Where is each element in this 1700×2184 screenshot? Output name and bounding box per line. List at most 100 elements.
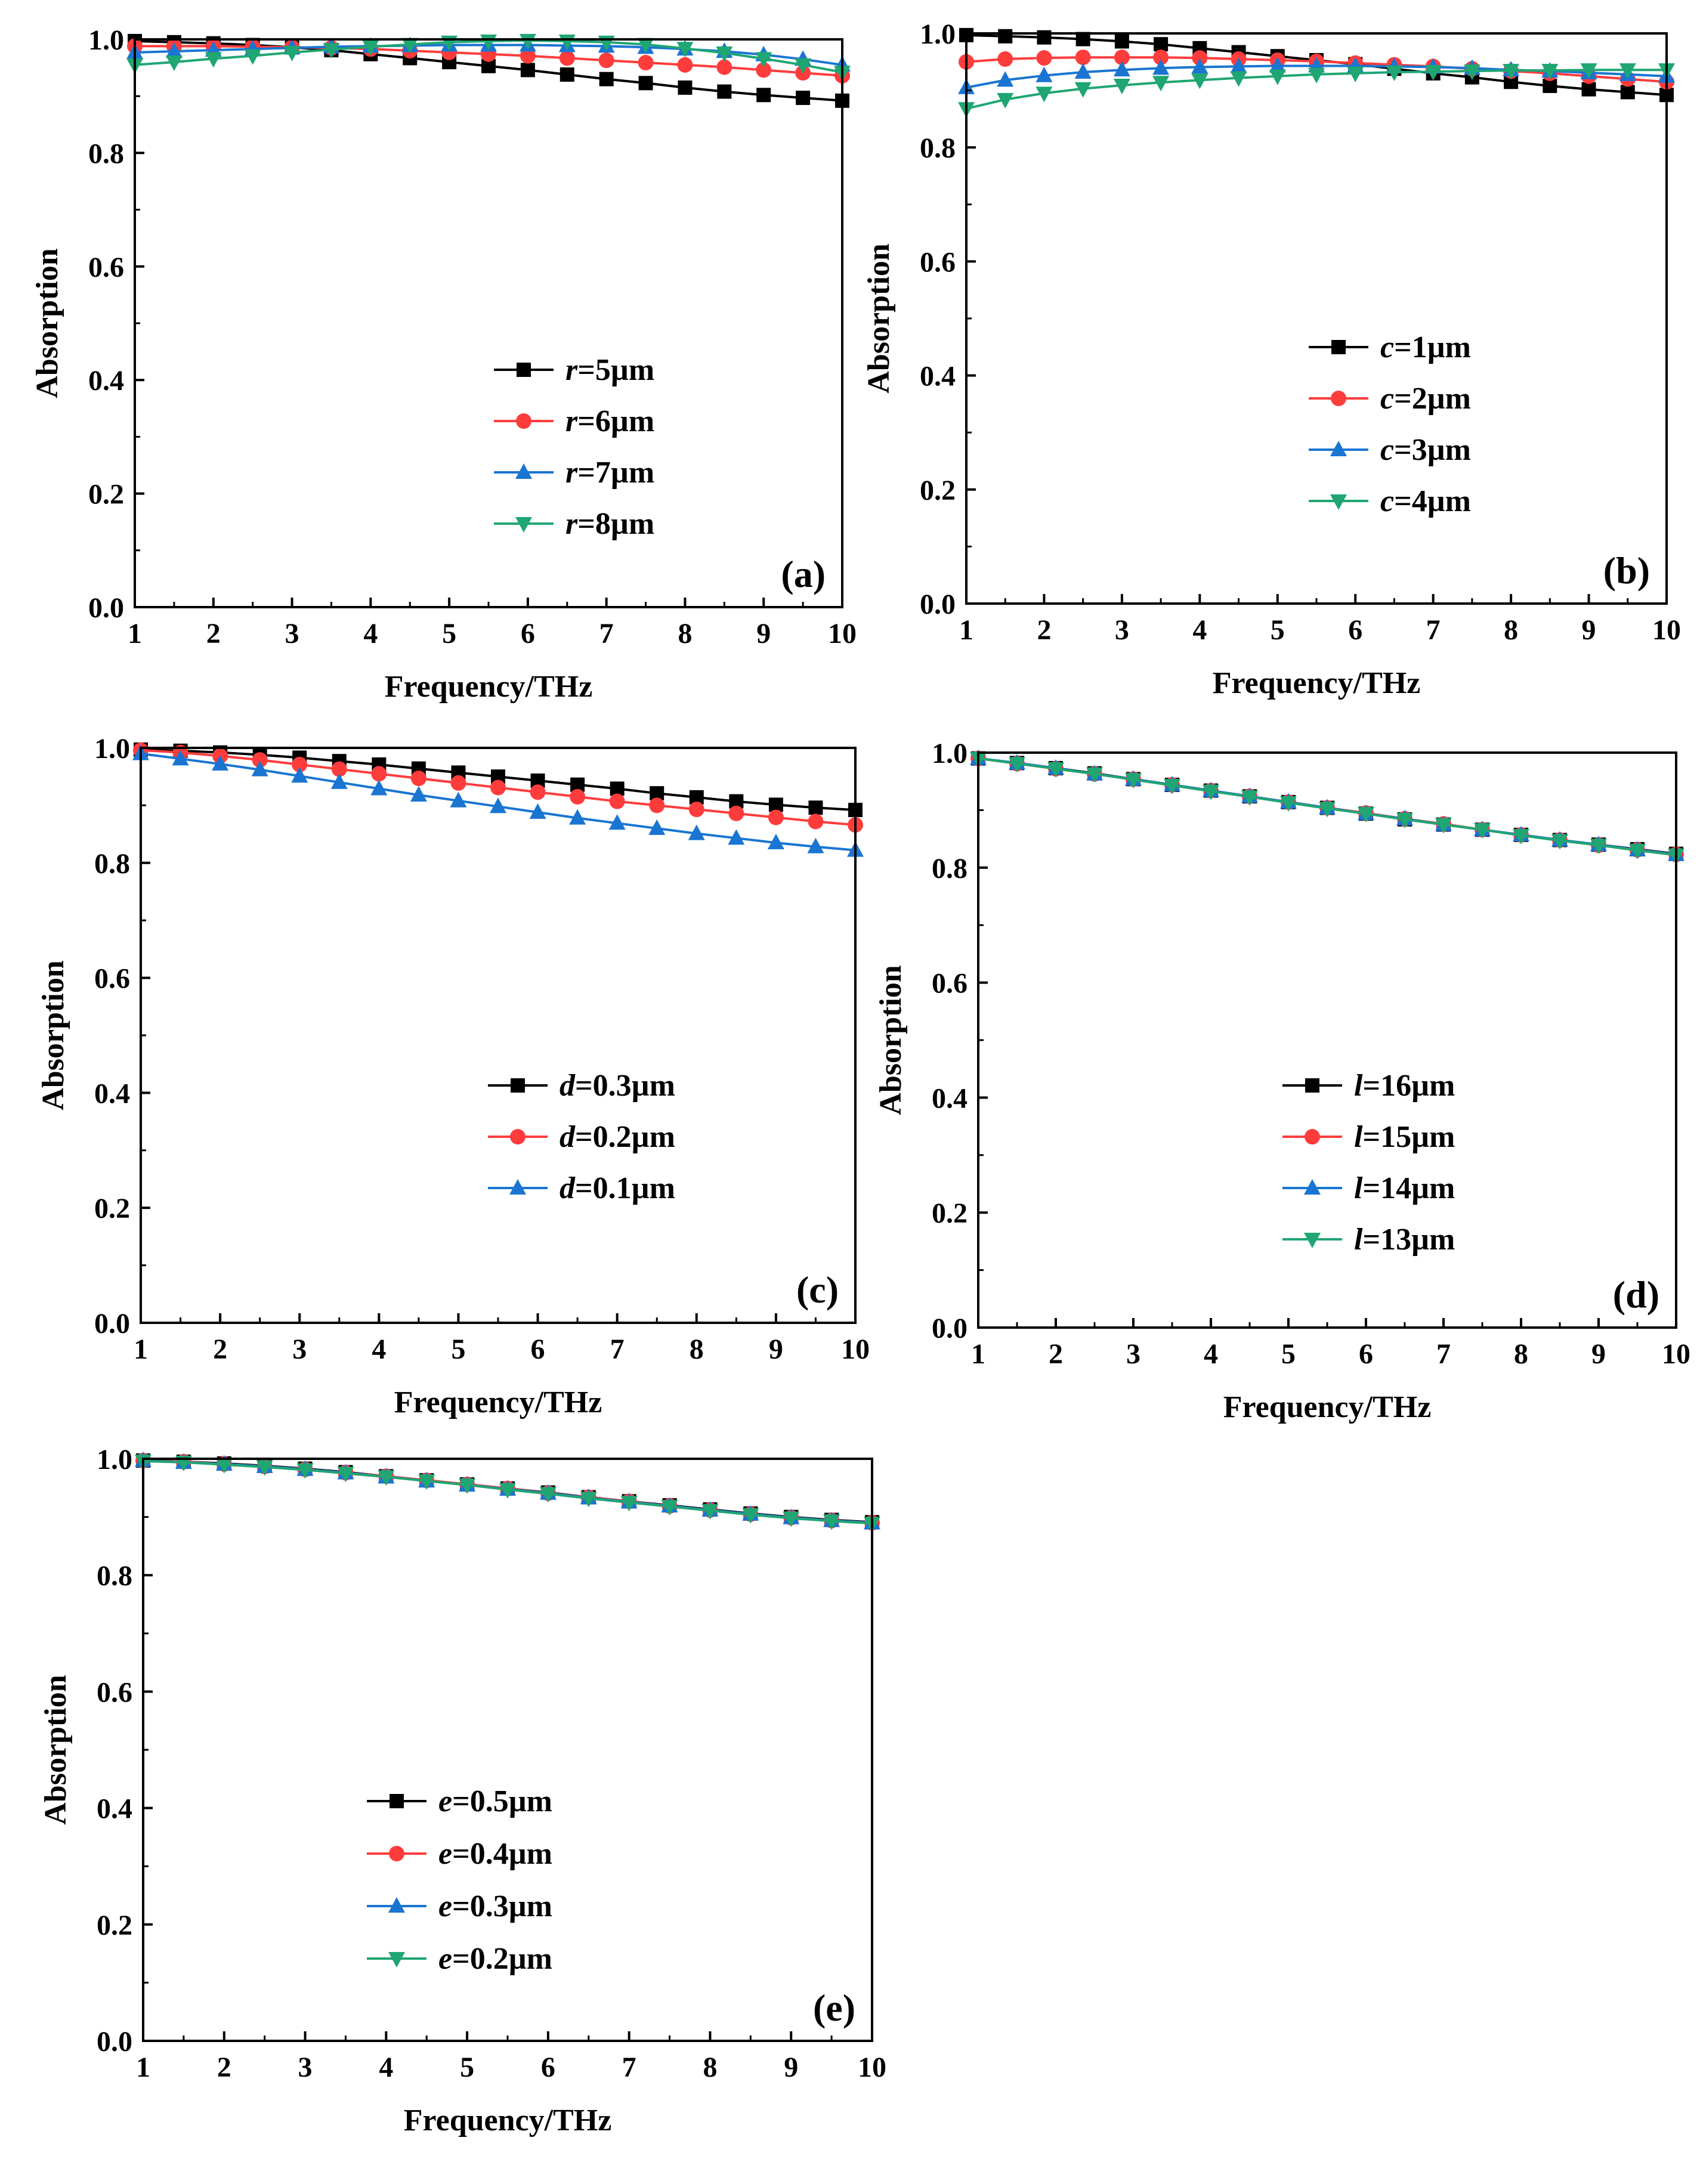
y-tick-label: 0.6 xyxy=(97,1676,132,1708)
legend-value: =6µm xyxy=(577,404,654,438)
legend-label: r=8µm xyxy=(565,507,654,541)
plot-area xyxy=(132,742,864,857)
legend-label: d=0.1µm xyxy=(560,1171,675,1205)
data-point xyxy=(1191,73,1208,89)
data-point xyxy=(608,814,626,830)
y-axis-title: Absorption xyxy=(39,1675,73,1824)
data-point xyxy=(1386,66,1403,82)
data-point xyxy=(677,57,693,73)
data-point xyxy=(519,33,536,50)
data-point xyxy=(401,38,419,54)
x-tick-label: 2 xyxy=(1049,1338,1063,1370)
legend-label: e=0.3µm xyxy=(438,1889,552,1923)
legend-item: e=0.2µm xyxy=(367,1942,552,1976)
y-tick-label: 0.0 xyxy=(94,1308,130,1340)
data-point xyxy=(389,1846,404,1861)
legend-param: c xyxy=(1380,433,1394,467)
legend-param: c xyxy=(1380,330,1394,364)
data-point xyxy=(244,49,261,65)
x-axis-title: Frequency/THz xyxy=(1223,1390,1432,1424)
legend-item: l=14µm xyxy=(1282,1171,1455,1205)
data-point xyxy=(716,46,733,62)
data-point xyxy=(620,1496,638,1512)
data-point xyxy=(1154,37,1169,52)
legend-value: =15µm xyxy=(1362,1120,1455,1154)
data-point xyxy=(1581,82,1596,97)
legend-value: =0.4µm xyxy=(452,1837,552,1871)
data-point xyxy=(1358,807,1374,823)
legend-param: r xyxy=(565,456,578,490)
legend-param: d xyxy=(560,1120,576,1154)
data-point xyxy=(808,813,824,830)
legend-label: r=5µm xyxy=(565,353,654,387)
legend-param: e xyxy=(438,1889,452,1923)
legend-param: r xyxy=(565,404,578,438)
data-point xyxy=(795,58,812,74)
legend-value: =8µm xyxy=(577,507,654,541)
chart-panel: 1 2 3 4 5 6 7 8 9 10 0.0 0.2 0.4 0.6 0.8 1.0 Frequency/T… xyxy=(36,733,870,1419)
data-point xyxy=(499,1483,516,1499)
data-point xyxy=(768,809,784,825)
data-point xyxy=(1331,340,1346,354)
y-tick-label: 0.2 xyxy=(88,479,124,511)
x-tick-label: 5 xyxy=(1281,1338,1296,1370)
panel-label: (a) xyxy=(781,553,826,595)
data-point xyxy=(1269,57,1286,73)
data-point xyxy=(516,413,531,429)
data-point xyxy=(808,800,823,815)
y-tick-label: 0.0 xyxy=(97,2026,132,2058)
data-point xyxy=(1047,762,1064,778)
data-point xyxy=(756,62,772,78)
chart-panel: 1 2 3 4 5 6 7 8 9 10 0.0 0.2 0.4 0.6 0.8 1.0 Frequency/T… xyxy=(874,738,1690,1424)
y-tick-label: 0.4 xyxy=(932,1082,968,1114)
data-point xyxy=(610,781,625,796)
legend-param: r xyxy=(565,507,578,541)
data-point xyxy=(717,84,732,99)
legend-item: c=1µm xyxy=(1309,330,1471,364)
x-tick-label: 8 xyxy=(1514,1338,1528,1370)
x-axis-title: Frequency/THz xyxy=(1213,666,1421,700)
data-point xyxy=(296,1463,314,1479)
x-tick-label: 2 xyxy=(206,618,221,649)
data-point xyxy=(292,756,308,772)
data-point xyxy=(598,52,614,69)
legend-item: r=6µm xyxy=(494,404,654,438)
x-tick-label: 2 xyxy=(1037,614,1051,646)
legend-label: l=13µm xyxy=(1354,1223,1455,1257)
legend-param: c xyxy=(1380,484,1394,518)
chart-panel: 1 2 3 4 5 6 7 8 9 10 0.0 0.2 0.4 0.6 0.8 1.0 Frequency/T… xyxy=(862,18,1681,700)
data-point xyxy=(1331,391,1346,406)
data-point xyxy=(755,52,772,68)
legend-label: l=16µm xyxy=(1354,1069,1455,1103)
data-point xyxy=(1620,85,1635,100)
legend-param: l xyxy=(1354,1120,1363,1154)
x-tick-label: 4 xyxy=(379,2052,393,2083)
data-point xyxy=(520,48,536,64)
legend-label: d=0.3µm xyxy=(560,1069,675,1103)
data-point xyxy=(1424,65,1442,81)
data-point xyxy=(1125,773,1142,789)
data-point xyxy=(517,363,531,377)
panel-label: (c) xyxy=(796,1269,839,1311)
legend-item: d=0.1µm xyxy=(488,1171,675,1205)
plot-frame xyxy=(977,751,1677,1329)
x-tick-label: 9 xyxy=(1582,614,1596,646)
data-point xyxy=(661,1500,678,1516)
x-tick-label: 5 xyxy=(1271,614,1285,646)
data-point xyxy=(1113,61,1130,77)
data-point xyxy=(1308,67,1325,83)
legend-item: c=4µm xyxy=(1309,484,1471,518)
data-point xyxy=(450,775,466,791)
data-point xyxy=(459,1478,476,1494)
plot-area xyxy=(970,749,1684,864)
legend-item: e=0.3µm xyxy=(367,1889,552,1923)
legend-item: c=2µm xyxy=(1309,382,1471,416)
data-point xyxy=(1114,34,1129,49)
y-tick-label: 0.4 xyxy=(97,1793,132,1825)
legend-label: e=0.5µm xyxy=(438,1784,552,1818)
legend-value: =0.2µm xyxy=(575,1120,675,1154)
y-tick-label: 0.2 xyxy=(920,475,956,506)
data-point xyxy=(510,1129,526,1144)
legend-value: =1µm xyxy=(1394,330,1471,364)
data-point xyxy=(165,42,183,58)
